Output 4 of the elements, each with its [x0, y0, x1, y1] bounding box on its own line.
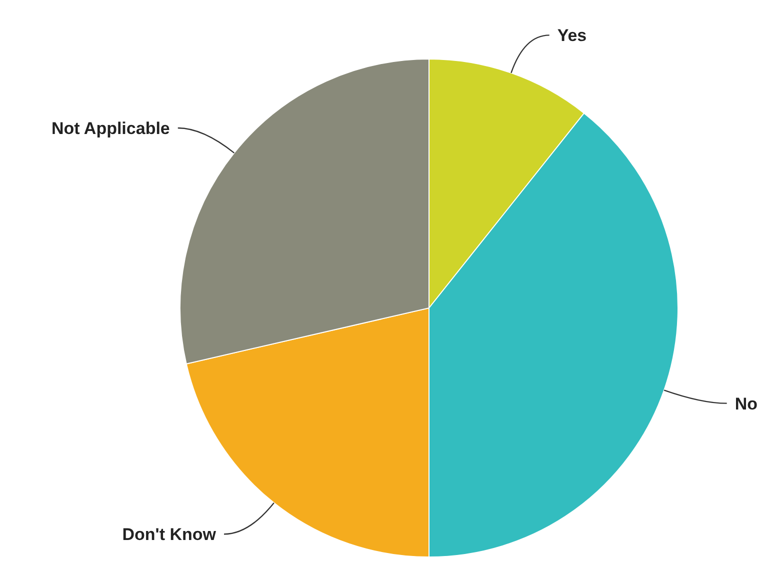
- slice-label: Don't Know: [122, 525, 217, 544]
- slice-label: Yes: [557, 26, 587, 46]
- slice-label: Not Applicable: [52, 118, 170, 138]
- slice-label: No: [734, 394, 758, 414]
